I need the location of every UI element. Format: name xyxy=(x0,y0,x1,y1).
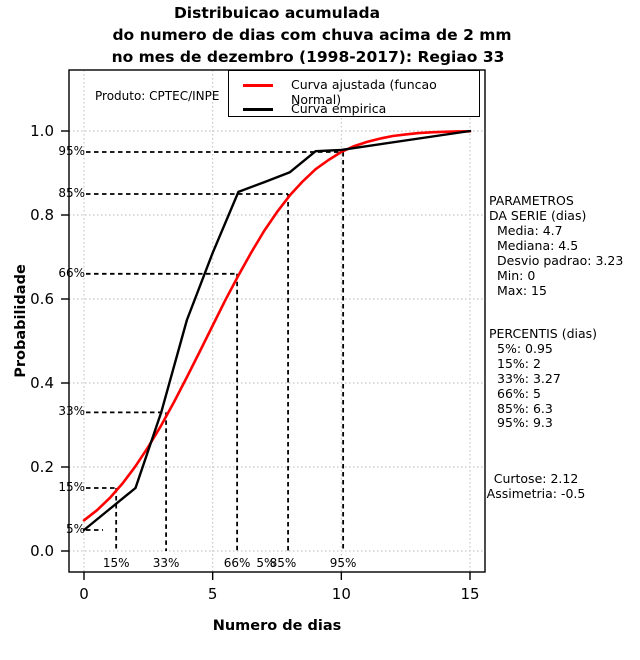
stat-assimetria: Assimetria: -0.5 xyxy=(486,486,586,501)
y-tick-label-0.8: 0.8 xyxy=(30,206,54,224)
stat-curtose: Curtose: 2.12 xyxy=(493,471,579,486)
stat-max: Max: 15 xyxy=(497,283,547,298)
chart-title-line-1: Distribuicao acumulada xyxy=(173,4,381,22)
percentile-left-label-15%: 15% xyxy=(58,480,85,494)
percentile-left-label-95%: 95% xyxy=(58,144,85,158)
x-tick-label-5: 5 xyxy=(207,585,218,603)
percentile-bottom-label-15%: 15% xyxy=(102,556,130,570)
y-tick-label-0.6: 0.6 xyxy=(30,290,54,308)
y-tick-label-1.0: 1.0 xyxy=(30,122,54,140)
legend-label-fitted: Curva ajustada (funcao Normal) xyxy=(291,77,437,107)
legend-label-empirical: Curva empirica xyxy=(291,101,387,116)
legend-item-empirical: Curva empirica xyxy=(229,100,479,120)
stat-media: Media: 4.7 xyxy=(497,223,563,238)
percentis-title: PERCENTIS (dias) xyxy=(489,326,598,341)
percentil-95: 95%: 9.3 xyxy=(497,415,553,430)
legend: Curva ajustada (funcao Normal) Curva emp… xyxy=(228,70,480,117)
produto-label: Produto: CPTEC/INPE xyxy=(95,89,220,103)
percentile-left-label-85%: 85% xyxy=(58,186,85,200)
empirical-curve xyxy=(82,129,472,532)
percentile-left-label-66%: 66% xyxy=(58,265,85,280)
params-title-line-1: PARAMETROS xyxy=(489,193,574,208)
chart-title-line-2: do numero de dias com chuva acima de 2 m… xyxy=(112,26,512,44)
percentile-left-label-33%: 33% xyxy=(58,404,85,419)
percentil-15: 15%: 2 xyxy=(497,356,541,371)
y-axis-title: Probabilidade xyxy=(13,264,29,378)
percentil-5: 5%: 0.95 xyxy=(497,341,553,356)
percentile-left-label-5%: 5% xyxy=(65,522,85,536)
x-tick-label-15: 15 xyxy=(460,585,480,603)
y-tick-label-0.2: 0.2 xyxy=(30,458,54,476)
empirical-curve-line-swatch xyxy=(243,108,273,111)
fitted-curve xyxy=(82,130,472,522)
percentile-bottom-label-95%: 95% xyxy=(329,556,357,570)
y-tick-label-0.0: 0.0 xyxy=(30,542,54,560)
stat-desvio: Desvio padrao: 3.23 xyxy=(497,253,624,268)
x-tick-label-0: 0 xyxy=(79,585,89,603)
x-tick-label-10: 10 xyxy=(331,585,351,603)
plot-border xyxy=(68,69,486,573)
percentile-bottom-label-33%: 33% xyxy=(152,556,180,570)
x-axis-title: Numero de dias xyxy=(212,618,342,634)
chart-title-line-3: no mes de dezembro (1998-2017): Regiao 3… xyxy=(111,48,505,66)
legend-item-fitted: Curva ajustada (funcao Normal) xyxy=(229,76,479,107)
fitted-curve-line-swatch xyxy=(243,84,273,87)
params-title-line-2: DA SERIE (dias) xyxy=(489,208,587,223)
percentil-33: 33%: 3.27 xyxy=(497,371,561,386)
percentile-bottom-label-5%: 5% xyxy=(256,556,276,570)
stat-mediana: Mediana: 4.5 xyxy=(497,238,579,253)
percentil-85: 85%: 6.3 xyxy=(497,401,553,416)
percentile-bottom-label-85%: 85% xyxy=(269,556,297,570)
stat-min: Min: 0 xyxy=(497,268,536,283)
percentil-66: 66%: 5 xyxy=(497,386,541,401)
y-tick-label-0.4: 0.4 xyxy=(30,374,54,392)
percentile-bottom-label-66%: 66% xyxy=(223,556,251,570)
